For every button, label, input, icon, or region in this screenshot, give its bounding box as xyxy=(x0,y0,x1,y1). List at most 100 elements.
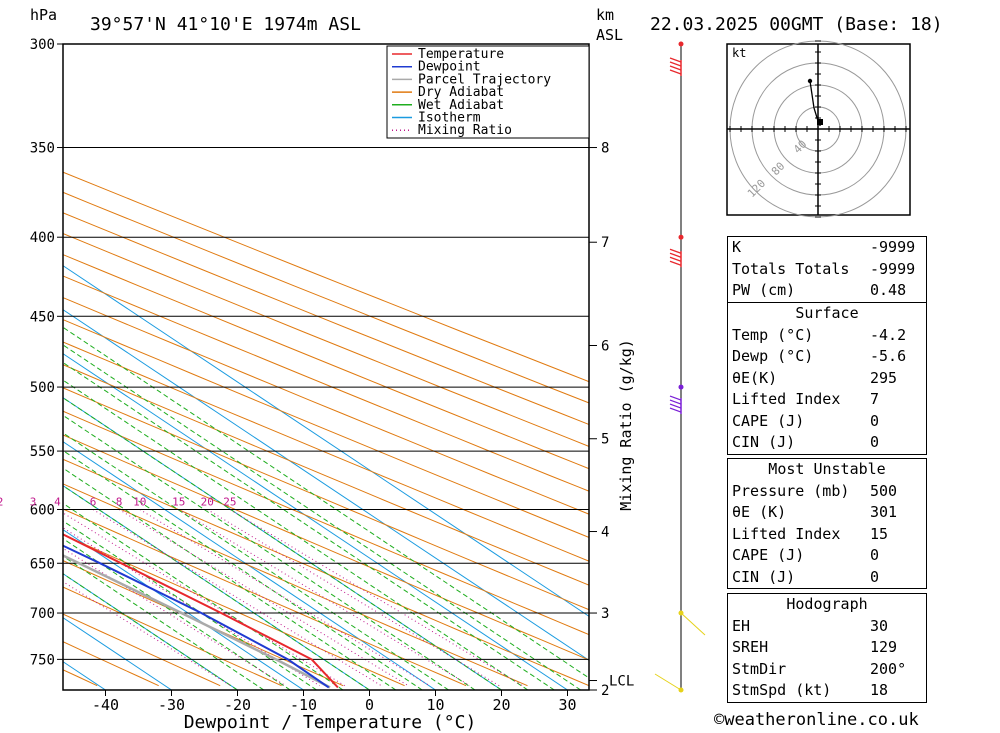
eh-label: EH xyxy=(732,616,751,635)
wet-adiabat-line xyxy=(63,485,370,690)
wet-adiabat-line xyxy=(63,344,581,690)
wind-barb xyxy=(669,407,682,413)
pressure-tick-label: 400 xyxy=(30,230,55,246)
sreh-label: SREH xyxy=(732,638,769,656)
surface-temp-value: -4.2 xyxy=(870,325,907,344)
mixing-ratio-label: 10 xyxy=(133,496,146,509)
mu-li-value: 15 xyxy=(870,524,889,543)
isotherm-line xyxy=(63,529,304,690)
surface-cin-value: 0 xyxy=(870,433,880,451)
km-unit: km xyxy=(596,6,614,24)
wet-adiabat-line xyxy=(63,397,502,690)
wind-level-dot xyxy=(678,234,684,240)
wet-adiabat-line xyxy=(63,361,555,690)
wet-adiabat-line xyxy=(63,414,476,690)
pressure-tick-label: 300 xyxy=(30,37,55,53)
k-value: -9999 xyxy=(870,238,916,256)
isotherm-line xyxy=(63,485,370,690)
lcl-label: LCL xyxy=(609,674,634,690)
hodograph-point xyxy=(807,78,813,84)
stmdir-label: StmDir xyxy=(732,659,787,678)
pressure-tick-label: 350 xyxy=(30,141,55,157)
wet-adiabat-line xyxy=(63,432,449,690)
pressure-tick-label: 550 xyxy=(30,444,55,460)
wind-level-dot xyxy=(678,384,684,390)
hpa-unit: hPa xyxy=(30,6,57,24)
isotherm-line xyxy=(63,309,589,661)
x-tick-label: -40 xyxy=(92,696,119,714)
surface-panel: Surface Temp (°C) -4.2 Dewp (°C) -5.6 θE(K… xyxy=(727,302,927,455)
hodograph-stats-panel: Hodograph EH 30 SREH 129 StmDir 200° StmSpd… xyxy=(727,593,927,703)
dry-adiabat-line xyxy=(63,533,405,687)
mixing-ratio-label: 2 xyxy=(0,496,3,509)
mixing-ratio-label: 25 xyxy=(223,496,236,509)
pressure-tick-label: 750 xyxy=(30,652,55,668)
x-tick-label: -20 xyxy=(224,696,251,714)
wet-adiabat-line xyxy=(63,573,238,690)
mu-cape-value: 0 xyxy=(870,546,880,564)
dewpoint-profile xyxy=(63,544,330,689)
km-tick-label: 7 xyxy=(601,235,609,251)
wet-adiabat-line xyxy=(63,537,291,690)
dry-adiabat-line xyxy=(63,341,589,562)
indices-panel: K -9999 Totals Totals -9999 PW (cm) 0.48 xyxy=(727,236,927,303)
wind-barb xyxy=(669,399,682,405)
mu-cin-value: 0 xyxy=(870,567,880,586)
wind-barb xyxy=(669,260,682,266)
wet-adiabat-line xyxy=(63,467,397,690)
stmspd-value: 18 xyxy=(870,681,889,699)
surface-cape-label: CAPE (J) xyxy=(732,411,805,430)
mixing-ratio-label: 4 xyxy=(54,496,61,509)
dry-adiabat-line xyxy=(63,171,589,383)
wind-barb xyxy=(669,57,682,63)
hodograph-stats-title: Hodograph xyxy=(786,595,868,613)
asl-unit: ASL xyxy=(596,26,623,44)
dry-adiabat-line xyxy=(63,508,467,687)
pressure-tick-label: 450 xyxy=(30,309,55,325)
mu-li-label: Lifted Index xyxy=(732,524,841,543)
mu-pressure-label: Pressure (mb) xyxy=(732,481,850,500)
pressure-tick-label: 650 xyxy=(30,556,55,572)
surface-dewp-label: Dewp (°C) xyxy=(732,347,814,365)
tt-label: Totals Totals xyxy=(732,259,850,278)
km-tick-label: 3 xyxy=(601,606,609,622)
x-tick-label: 20 xyxy=(492,696,510,714)
wind-barb xyxy=(654,673,682,691)
x-tick-label: -30 xyxy=(158,696,185,714)
wind-barb xyxy=(669,61,682,67)
most-unstable-title: Most Unstable xyxy=(768,460,886,478)
x-tick-label: 0 xyxy=(365,696,374,714)
isotherm-line xyxy=(63,441,436,690)
mixing-ratio-line xyxy=(118,509,409,687)
wind-barb xyxy=(669,403,682,409)
dry-adiabat-line xyxy=(63,364,589,586)
dry-adiabat-line xyxy=(63,191,589,404)
legend-label: Dewpoint xyxy=(418,60,481,75)
surface-title: Surface xyxy=(795,304,859,322)
km-tick-label: 6 xyxy=(601,339,609,355)
wet-adiabat-line xyxy=(63,502,344,690)
km-tick-label: 8 xyxy=(601,141,609,157)
mixing-ratio-label: 6 xyxy=(90,496,97,509)
isotherm-line xyxy=(63,617,172,690)
mixing-ratio-label: 8 xyxy=(116,496,123,509)
pressure-tick-label: 600 xyxy=(30,503,55,519)
wind-barb xyxy=(669,256,682,262)
wet-adiabat-line xyxy=(63,449,423,690)
surface-cin-label: CIN (J) xyxy=(732,433,796,451)
parcel-trajectory xyxy=(63,554,331,689)
mu-theta-label: θE (K) xyxy=(732,503,787,521)
wind-level-dot xyxy=(678,41,684,47)
legend-label: Dry Adiabat xyxy=(418,85,504,100)
hodograph-storm-marker xyxy=(817,119,823,125)
x-tick-label: -10 xyxy=(290,696,317,714)
mixing-ratio-label: 20 xyxy=(201,496,214,509)
legend-label: Mixing Ratio xyxy=(418,123,512,138)
plot-frame xyxy=(62,43,590,691)
location-title: 39°57'N 41°10'E 1974m ASL xyxy=(90,14,361,35)
legend-label: Temperature xyxy=(418,47,504,62)
dry-adiabat-line xyxy=(63,319,589,539)
dry-adiabat-line xyxy=(63,434,589,661)
km-tick-label: 2 xyxy=(601,683,609,699)
